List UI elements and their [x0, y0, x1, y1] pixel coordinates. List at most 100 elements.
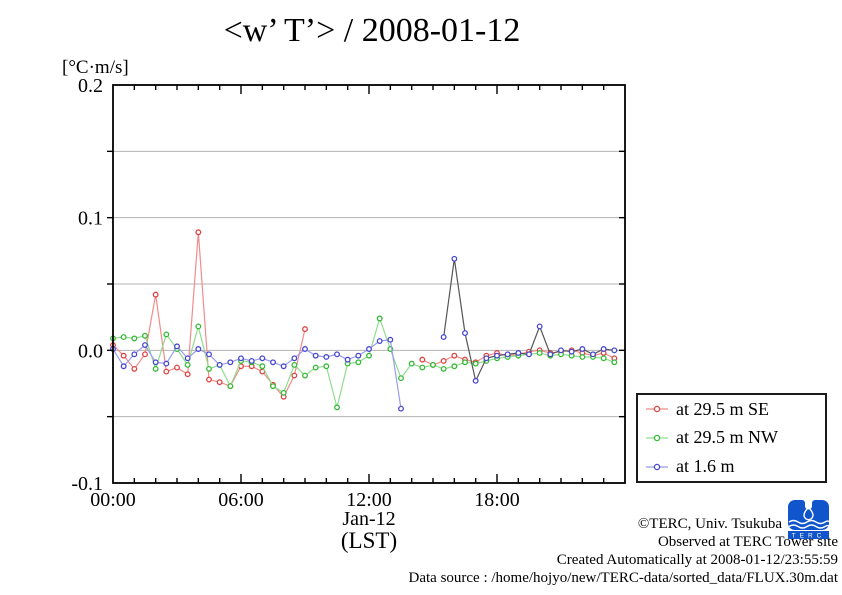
legend-item-1: at 29.5 m SE	[645, 399, 825, 420]
data-point-marker	[440, 365, 447, 372]
data-point-marker	[547, 351, 554, 358]
data-point-marker	[419, 364, 426, 371]
x-axis-date-label: Jan-12	[342, 508, 396, 530]
x-axis-timezone-label: (LST)	[340, 528, 398, 553]
data-point-marker	[440, 357, 447, 364]
data-point-marker	[206, 376, 212, 383]
data-point-marker	[579, 354, 586, 360]
data-source-text: Data source : /home/hojyo/new/TERC-data/…	[408, 570, 839, 586]
data-point-marker	[216, 379, 223, 386]
logo-wave-line-2	[788, 524, 830, 529]
data-point-marker	[483, 355, 490, 362]
data-point-marker	[440, 334, 447, 341]
y-tick-label: 0.1	[78, 208, 103, 230]
data-point-marker	[131, 365, 138, 372]
data-point-marker	[142, 351, 148, 358]
data-point-marker	[355, 352, 362, 359]
data-point-marker	[270, 383, 276, 390]
data-point-marker	[334, 351, 340, 358]
logo-text-band	[788, 531, 829, 539]
data-point-marker	[174, 364, 180, 371]
data-point-marker	[419, 356, 426, 363]
data-point-marker	[376, 338, 383, 344]
data-point-marker	[568, 348, 575, 355]
data-point-marker	[163, 368, 170, 375]
data-point-marker	[376, 315, 383, 322]
data-point-marker	[312, 364, 319, 371]
data-point-marker	[280, 389, 287, 396]
x-tick-label: 18:00	[474, 489, 520, 511]
data-point-marker	[398, 375, 404, 382]
created-timestamp-text: Created Automatically at 2008-01-12/23:5…	[556, 552, 838, 568]
legend-item-label: at 1.6 m	[676, 456, 735, 477]
data-point-marker	[163, 360, 170, 367]
data-point-marker	[312, 352, 319, 359]
series-3	[110, 255, 618, 412]
data-point-marker	[152, 359, 159, 366]
data-point-marker	[184, 361, 191, 368]
data-point-marker	[184, 371, 191, 378]
data-point-marker	[131, 351, 138, 358]
legend-item-3: at 1.6 m	[645, 456, 825, 477]
data-point-marker	[227, 359, 234, 366]
data-point-marker	[152, 291, 159, 298]
legend-marker-icon	[646, 434, 668, 442]
data-point-marker	[451, 352, 458, 359]
series-line	[112, 339, 402, 409]
legend-item-2: at 29.5 m NW	[645, 427, 825, 448]
data-point-marker	[472, 360, 479, 367]
data-point-marker	[152, 365, 159, 372]
legend-item-label: at 29.5 m SE	[676, 398, 769, 419]
data-point-marker	[600, 346, 607, 352]
data-point-marker	[142, 342, 148, 348]
logo-droplet-icon	[803, 505, 814, 521]
data-point-marker	[366, 352, 372, 359]
y-axis-unit-label: [°C·m/s]	[62, 57, 129, 78]
data-point-marker	[355, 359, 362, 366]
data-point-marker	[387, 336, 394, 343]
data-point-marker	[472, 377, 479, 384]
data-point-marker	[142, 332, 148, 339]
gridlines	[113, 150, 625, 418]
data-point-marker	[579, 346, 586, 352]
data-point-marker	[344, 356, 351, 363]
data-point-marker	[323, 354, 330, 360]
data-point-marker	[408, 360, 415, 367]
data-point-marker	[291, 372, 298, 379]
data-point-marker	[195, 346, 202, 352]
data-point-marker	[302, 346, 308, 352]
data-point-marker	[291, 361, 298, 368]
y-tick-label: -0.1	[71, 473, 103, 495]
data-point-marker	[462, 330, 468, 337]
data-point-marker	[504, 351, 511, 358]
data-point-marker	[270, 359, 276, 366]
data-point-marker	[590, 351, 596, 358]
data-point-marker	[398, 405, 404, 412]
chart-title: <w’ T’> / 2008-01-12	[223, 12, 521, 49]
y-tick-label: 0.2	[78, 75, 103, 97]
x-tick-label: 06:00	[218, 489, 264, 511]
data-point-marker	[494, 352, 500, 359]
data-point-marker	[195, 323, 202, 330]
data-point-marker	[430, 361, 436, 368]
data-point-marker	[462, 359, 468, 366]
data-point-marker	[248, 357, 255, 364]
chart-legend: at 29.5 m SE at 29.5 m NW at 1.6 m	[636, 393, 827, 483]
data-point-marker	[558, 347, 564, 354]
data-point-marker	[526, 351, 532, 358]
data-point-marker	[536, 323, 543, 330]
data-point-marker	[238, 355, 244, 362]
terc-logo: TERC	[788, 500, 830, 539]
logo-wave-line-1	[788, 519, 830, 525]
data-point-marker	[195, 229, 202, 236]
data-point-marker	[216, 361, 223, 368]
legend-marker-icon	[646, 463, 668, 470]
data-point-marker	[323, 363, 330, 370]
data-point-marker	[131, 335, 138, 342]
data-point-marker	[259, 363, 266, 370]
series-1	[110, 229, 618, 400]
x-tick-label: 00:00	[90, 489, 136, 511]
tick-labels: 0.2 0.1 0.0 -0.100:00 06:00 12:00 18:00	[71, 75, 519, 511]
data-point-marker	[120, 363, 127, 370]
